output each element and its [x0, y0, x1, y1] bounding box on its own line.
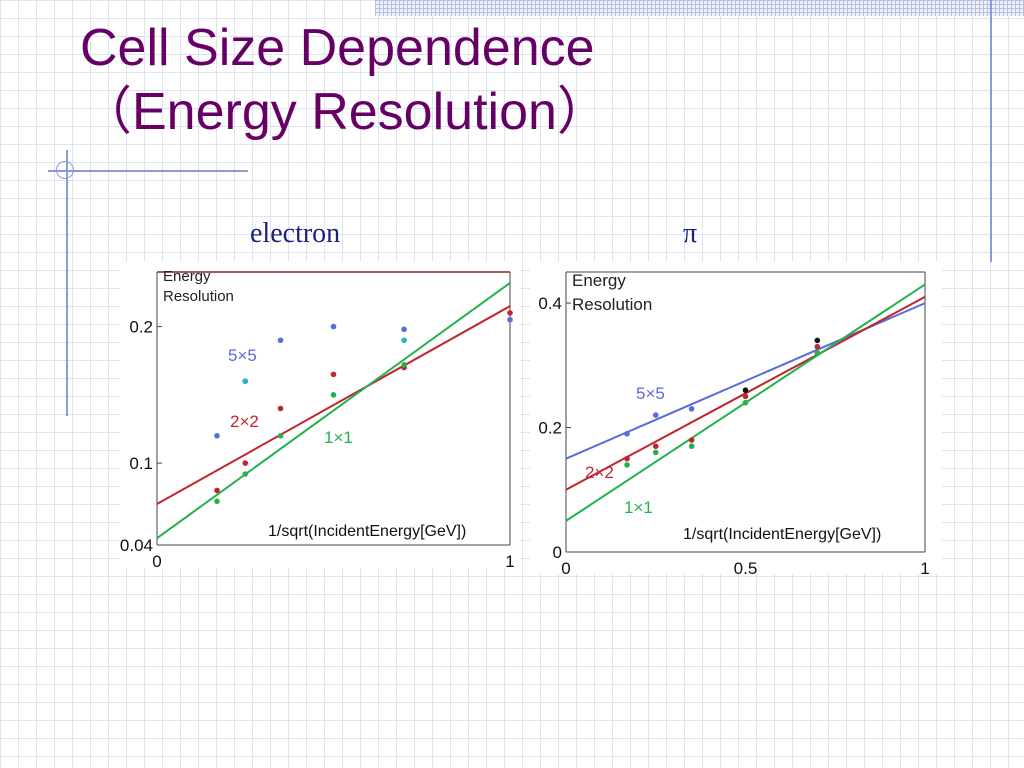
electron-panel-label: electron: [250, 218, 341, 249]
pion-gridlines: [566, 302, 571, 553]
pion-tick-labels: 0 0.2 0.4 0 0.5 1: [538, 294, 929, 578]
pion-label-5x5: 5×5: [636, 384, 665, 403]
p-point: [742, 393, 749, 400]
p-point: [688, 437, 695, 443]
e-point: [214, 487, 220, 494]
e-point: [401, 337, 407, 344]
title-line-1: Cell Size Dependence: [80, 19, 595, 77]
decor-right-line: [990, 0, 992, 262]
e-y-tick-label: 0.04: [120, 536, 153, 555]
pion-label-2x2: 2×2: [585, 463, 614, 482]
p-point: [814, 337, 821, 344]
p-point: [624, 455, 630, 462]
p-point: [652, 449, 659, 456]
p-point: [814, 343, 821, 350]
pion-data-points: [624, 337, 821, 468]
electron-label-2x2: 2×2: [230, 412, 259, 431]
pion-plot-title-line-2: Resolution: [572, 295, 652, 314]
electron-plot-title-line-1: Energy: [163, 268, 211, 285]
decor-horizontal-line: [48, 170, 248, 172]
decor-vertical-line: [66, 150, 68, 416]
e-point: [277, 405, 284, 412]
p-point: [742, 387, 749, 394]
p-x-tick-label: 1: [920, 559, 929, 578]
top-decor-band: [375, 0, 1024, 16]
p-point: [688, 443, 695, 450]
e-point: [401, 326, 407, 333]
pion-plot-title-line-1: Energy: [572, 271, 626, 290]
e-point: [277, 337, 284, 344]
p-point: [814, 350, 821, 356]
p-point: [688, 406, 695, 412]
electron-x-axis-label: 1/sqrt(IncidentEnergy[GeV]): [268, 523, 466, 540]
e-x-tick-label: 1: [505, 552, 514, 571]
e-point: [277, 433, 284, 439]
e-y-tick-label: 0.1: [129, 454, 153, 473]
p-point: [742, 399, 749, 406]
e-point: [507, 316, 513, 323]
p-point: [624, 430, 630, 437]
electron-fit-lines: [156, 282, 511, 539]
e-fit-line-1×1: [156, 282, 511, 539]
electron-tick-labels: 0.04 0.1 0.2 0 1: [120, 318, 515, 571]
pion-label-1x1: 1×1: [624, 498, 653, 517]
e-point: [242, 471, 249, 477]
electron-plot-title-line-2: Resolution: [163, 288, 234, 305]
p-x-tick-label: 0.5: [734, 559, 758, 578]
e-point: [401, 362, 407, 368]
decor-circle: [56, 161, 74, 179]
p-y-tick-label: 0.4: [538, 294, 562, 313]
p-y-tick-label: 0: [553, 543, 562, 562]
e-point: [214, 498, 220, 505]
e-x-tick-label: 0: [152, 552, 161, 571]
electron-chart: 0.04 0.1 0.2 0 1 Energy Resolution 5×5 2×2 1…: [120, 262, 520, 571]
e-point: [214, 433, 220, 439]
e-point: [507, 310, 513, 316]
p-point: [624, 462, 630, 468]
electron-label-1x1: 1×1: [324, 428, 353, 447]
pion-chart-background: [530, 262, 942, 574]
e-point: [242, 460, 249, 466]
electron-label-5x5: 5×5: [228, 346, 257, 365]
pion-chart: 0 0.2 0.4 0 0.5 1 Energy Resolution 5×5 2×2 1…: [530, 262, 942, 578]
e-point: [330, 323, 337, 330]
e-y-tick-label: 0.2: [129, 318, 153, 337]
e-point: [242, 378, 249, 385]
e-point: [330, 371, 337, 378]
p-y-tick-label: 0.2: [538, 419, 562, 438]
p-point: [652, 443, 659, 450]
electron-gridlines: [157, 326, 162, 546]
e-point: [330, 392, 337, 398]
e-fit-line-2×2: [156, 305, 511, 505]
p-x-tick-label: 0: [561, 559, 570, 578]
pion-x-axis-label: 1/sqrt(IncidentEnergy[GeV]): [683, 526, 881, 543]
title-line-2: （Energy Resolution）: [80, 83, 609, 141]
electron-data-points: [214, 310, 513, 505]
pion-panel-label: π: [683, 218, 698, 249]
page-title: Cell Size Dependence （Energy Resolution）: [80, 16, 609, 144]
p-point: [652, 412, 659, 418]
